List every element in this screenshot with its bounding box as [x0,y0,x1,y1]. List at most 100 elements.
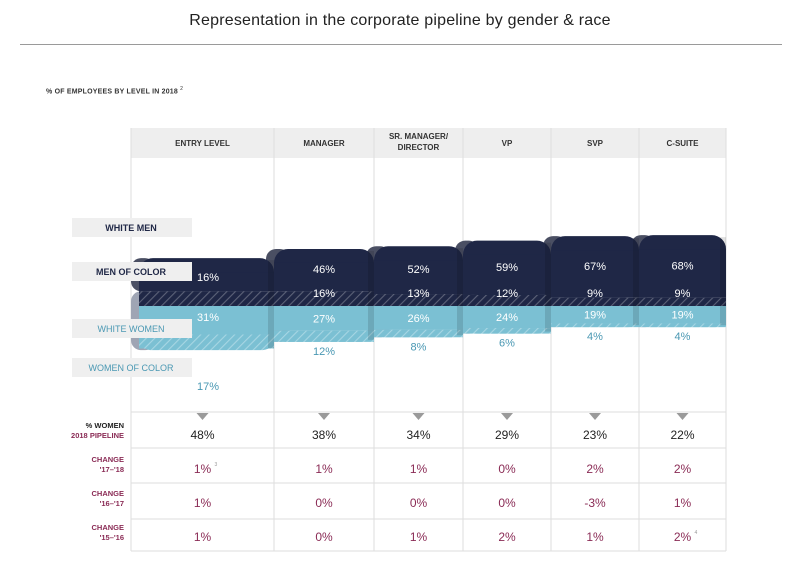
data-label-white-women: 26% [407,313,429,325]
title-divider [20,44,782,45]
bar-white-men-fill [274,262,374,292]
data-label-white-men: 52% [407,264,429,276]
women-pipeline-value: 23% [583,428,607,442]
chart-subtitle: % OF EMPLOYEES BY LEVEL IN 2018 2 [46,86,184,96]
data-label-white-women: 27% [313,313,335,325]
row-label: CHANGE [91,455,124,464]
change-value: 1% [194,496,212,510]
bar-women-of-color-top [139,334,274,349]
bar-white-men-fill [463,254,551,295]
bar-women-of-color-top [639,323,726,328]
column-header-label: DIRECTOR [398,143,440,152]
pointer-marker [318,413,330,420]
row-label: '16–'17 [100,499,124,508]
bar-men-of-color [139,291,274,306]
data-label-men-of-color: 12% [496,288,518,300]
segment-cap-shade [268,260,274,349]
column-header-label: SVP [587,139,604,148]
chart-title: Representation in the corporate pipeline… [189,12,611,29]
change-footnote: 3 [215,462,218,468]
change-value: 0% [498,496,516,510]
change-value: 2% [674,530,692,544]
change-value: 2% [674,462,692,476]
bar-women-of-color-top [374,329,463,338]
series-label-women-of-color: WOMEN OF COLOR [89,363,174,373]
series-label-box [72,218,192,237]
bar-men-of-color [551,297,639,306]
data-label-women-of-color: 17% [197,381,219,393]
bar-women-of-color-top [551,323,639,328]
series-label-white-women: WHITE WOMEN [98,324,165,334]
change-value: -3% [584,496,606,510]
segment-cap-shade [720,237,726,326]
data-label-men-of-color: 13% [407,288,429,300]
bar-women-of-color-top [274,330,374,342]
subtitle-footnote: 2 [180,86,184,92]
row-label: % WOMEN [86,421,124,430]
bar-white-men-fill [374,260,463,295]
bar-white-women [374,306,463,330]
column-header-label: C-SUITE [667,139,700,148]
data-label-white-men: 59% [496,262,518,274]
series-label-white-men: WHITE MEN [105,223,157,233]
women-pipeline-value: 38% [312,428,336,442]
bar-men-of-color [374,294,463,306]
bar-white-women [463,306,551,329]
change-value: 0% [315,530,333,544]
segment-cap-shade [368,250,374,340]
change-value: 0% [410,496,428,510]
segment-cap-shade [633,238,639,326]
row-label: CHANGE [91,523,124,532]
change-value: 1% [315,462,333,476]
women-pipeline-value: 29% [495,428,519,442]
data-label-white-women: 31% [197,312,219,324]
women-pipeline-value: 48% [190,428,214,442]
data-label-white-men: 68% [671,260,693,272]
column-header-label: ENTRY LEVEL [175,139,230,148]
series-label-box [72,262,192,281]
bar-women-of-color-top [463,328,551,334]
change-value: 1% [410,462,428,476]
data-label-white-men: 67% [584,261,606,273]
segment-cap-shade [545,242,551,332]
bar-men-of-color [463,294,551,306]
change-value: 1% [194,530,212,544]
change-value: 2% [498,530,516,544]
pointer-marker [676,413,689,420]
data-label-white-women: 19% [584,310,606,322]
data-label-white-women: 19% [671,310,693,322]
change-value: 1% [674,496,692,510]
pointer-marker [589,413,601,420]
data-label-women-of-color: 6% [499,338,515,350]
data-label-white-men: 46% [313,264,335,276]
bar-white-women [551,306,639,324]
segment-cap-shade [457,248,463,336]
series-label-box [72,319,192,338]
change-value: 1% [586,530,604,544]
data-label-men-of-color: 9% [587,288,603,300]
row-label: 2018 PIPELINE [71,431,124,440]
data-label-men-of-color: 9% [675,288,691,300]
data-label-men-of-color: 16% [313,288,335,300]
data-label-white-women: 24% [496,312,518,324]
bar-men-of-color [274,291,374,306]
header-band [131,128,726,158]
data-label-women-of-color: 12% [313,346,335,358]
series-label-box [72,358,192,377]
change-value: 1% [194,462,212,476]
bar-white-men-fill [551,250,639,298]
data-label-women-of-color: 4% [675,331,691,343]
series-label-men-of-color: MEN OF COLOR [96,267,166,277]
row-label: '17–'18 [100,465,124,474]
change-value: 0% [315,496,333,510]
data-label-women-of-color: 8% [411,341,427,353]
bar-white-women [639,306,726,324]
data-label-women-of-color: 4% [587,331,603,343]
change-value: 2% [586,462,604,476]
pipeline-segment [366,246,463,338]
column-header-label: MANAGER [303,139,345,148]
bar-men-of-color [639,297,726,306]
bar-white-men-fill [639,249,726,298]
data-label-white-men: 36% [197,220,219,232]
